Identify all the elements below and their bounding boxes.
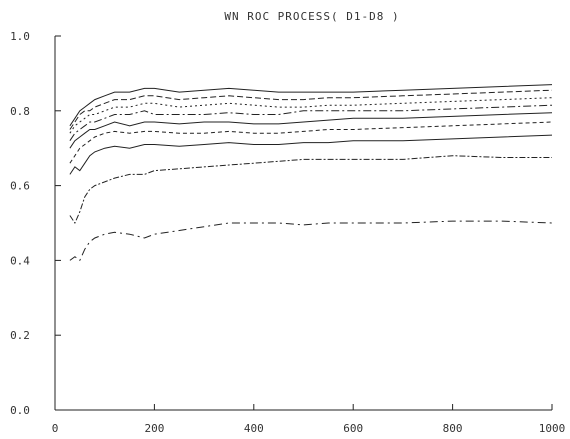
y-tick-label: 0.2 <box>10 329 30 342</box>
series-line <box>69 112 553 149</box>
y-tick-label: 0.0 <box>10 404 30 417</box>
series-line <box>69 84 553 127</box>
y-tick-label: 0.6 <box>10 180 30 193</box>
series-line <box>69 134 553 175</box>
series-line <box>69 89 553 130</box>
series-line <box>69 104 553 141</box>
x-tick-label: 600 <box>343 422 363 435</box>
x-tick-label: 800 <box>443 422 463 435</box>
x-tick-label: 0 <box>52 422 59 435</box>
series-line <box>69 155 552 225</box>
y-tick-label: 0.4 <box>10 254 30 267</box>
series-line <box>69 121 553 164</box>
x-tick-label: 1000 <box>539 422 566 435</box>
chart-plot-area <box>69 84 553 262</box>
x-tick-label: 400 <box>244 422 264 435</box>
series-line <box>69 97 553 134</box>
y-tick-label: 0.8 <box>10 105 30 118</box>
series-line <box>69 220 553 262</box>
chart-axes: 0 200 400 600 800 1000 0.0 0.2 0.4 0.6 0.8 1.0 <box>10 30 565 435</box>
y-tick-label: 1.0 <box>10 30 30 43</box>
x-tick-label: 200 <box>144 422 164 435</box>
chart-title: WN ROC PROCESS( D1-D8 ) <box>224 10 399 23</box>
